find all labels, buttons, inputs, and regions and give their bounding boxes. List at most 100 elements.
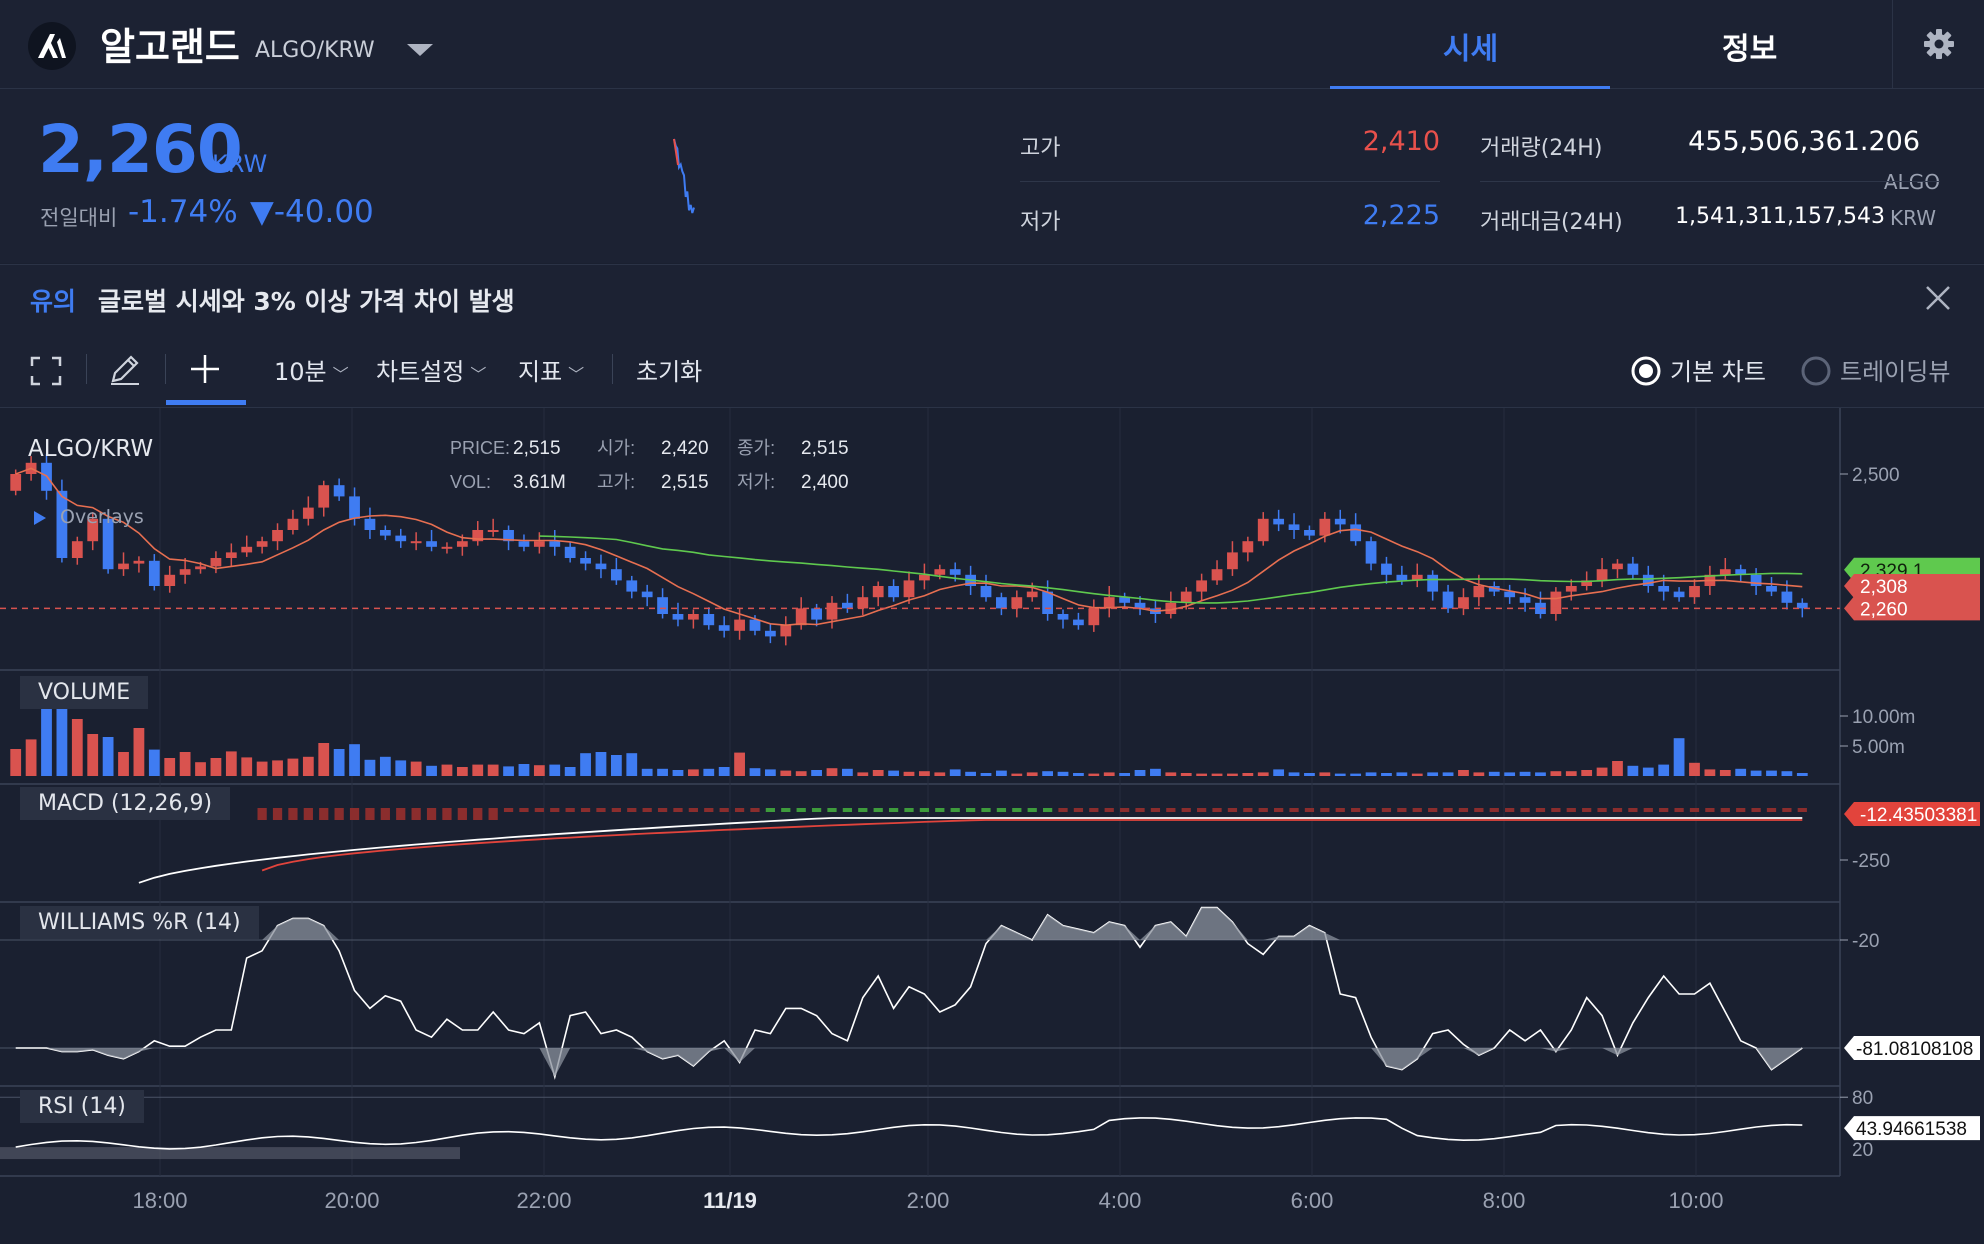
indicator-lines [0,467,1840,1160]
macd-histogram-bar [396,808,406,820]
volume-bar [1550,771,1562,776]
volume-bar [919,771,930,776]
candle-body [410,541,422,544]
interval-label: 10분 [274,358,327,386]
macd-histogram-bar [734,808,745,812]
volume-bar [1642,767,1654,776]
candle-body [333,485,345,497]
candle-body [549,541,561,547]
williams-pane-label[interactable]: WILLIAMS %R (14) [20,906,259,939]
volume-pane-label[interactable]: VOLUME [20,676,149,709]
amount-24h-label: 거래대금(24H) [1480,210,1623,235]
macd-histogram-bar [319,808,329,820]
volume-bar [1088,773,1100,776]
volume-bar [1365,772,1377,776]
close-icon[interactable] [1924,284,1952,316]
settings-button[interactable] [1892,0,1984,88]
candle-body [1365,541,1377,564]
rsi-pane-label[interactable]: RSI (14) [20,1090,144,1123]
price-axis-label: 2,500 [1852,465,1900,486]
volume-24h-label: 거래량(24H) [1480,136,1603,161]
macd-histogram-bar [1197,808,1207,812]
volume-bar [1242,773,1254,776]
volume-bar [687,769,699,776]
macd-histogram-bar [1582,808,1592,812]
divider [1480,181,1940,182]
volume-bar [1273,769,1285,776]
time-axis-label: 18:00 [132,1188,187,1213]
candle-body [1719,569,1731,575]
williams-oversold-fill [15,1048,1803,1077]
chart-area[interactable]: 18:00 20:00 22:00 11/19 2:00 4:00 6:00 8:00 10:0… [0,408,1984,1244]
macd-histogram-bar [1705,808,1715,812]
indicators-dropdown[interactable]: 지표 ﹀ [518,352,584,387]
candle-body [1427,574,1439,592]
macd-histogram-bar [1428,808,1438,812]
volume-bar [1042,771,1054,776]
volume-bar [903,771,915,776]
radio-selected-icon [1631,356,1661,386]
time-axis-label: 8:00 [1483,1188,1526,1213]
radio-tradingview[interactable] [1800,355,1832,391]
macd-histogram-bar [1366,808,1376,812]
macd-histogram-bar [673,808,683,812]
candlestick-series [10,453,1808,646]
candle-body [842,602,853,609]
candle-body [919,574,930,581]
overlays-toggle[interactable]: Overlays [60,506,144,528]
tab-info[interactable]: 정보 [1722,32,1778,67]
amount-24h-unit: KRW [1890,206,1936,230]
fullscreen-icon[interactable] [30,356,62,390]
candle-body [241,546,253,553]
tradingview-label[interactable]: 트레이딩뷰 [1840,358,1951,386]
chart-settings-dropdown[interactable]: 차트설정 ﹀ [376,352,486,387]
macd-histogram-bar [888,808,899,812]
candle-body [626,580,638,592]
ohlc-legend: PRICE: 2,515 시가: 2,420 종가: 2,515 VOL: 3.… [450,438,849,493]
candle-body [1596,569,1608,581]
candle-body [811,608,822,620]
candle-body [795,608,807,626]
macd-histogram-bar [1073,808,1084,812]
volume-bar [718,767,730,776]
basic-chart-label[interactable]: 기본 차트 [1670,358,1766,386]
macd-histogram-bar [1304,808,1315,812]
pencil-icon[interactable] [108,352,142,390]
macd-histogram-bar [349,808,360,820]
macd-histogram-bar [1720,808,1730,812]
chevron-down-icon: ﹀ [332,365,349,384]
volume-bar [1658,764,1670,776]
volume-bar [872,770,884,776]
macd-histogram-bar [257,808,267,820]
candle-body [1057,614,1069,620]
ohlc-close: 2,515 [801,438,849,459]
volume-bar [518,764,530,776]
candle-body [472,530,484,542]
macd-tag: -12.43503381 [1860,805,1977,826]
volume-bar [1596,767,1608,776]
price-sparkline [673,138,695,214]
macd-histogram-bar [1243,808,1253,812]
candle-body [826,602,838,620]
volume-bar [1458,770,1469,776]
tab-price[interactable]: 시세 [1443,32,1499,67]
candle-body [1288,524,1300,530]
volume-bar [934,772,946,776]
volume-bar [102,737,114,776]
radio-unselected-icon [1801,356,1831,386]
macd-histogram-bar [580,808,591,812]
crosshair-icon[interactable] [188,352,222,390]
radio-basic-chart[interactable] [1630,355,1662,391]
caret-down-icon[interactable] [405,42,435,62]
reset-button[interactable]: 초기화 [636,358,703,386]
candle-body [225,552,237,558]
volume-bar [888,770,899,776]
candle-body [934,569,946,575]
interval-dropdown[interactable]: 10분 ﹀ [274,352,349,387]
macd-histogram-bar [1628,808,1638,812]
price-chart-canvas[interactable]: 18:00 20:00 22:00 11/19 2:00 4:00 6:00 8:00 10:0… [0,408,1984,1244]
active-tab-indicator [1330,86,1610,89]
volume-bar [71,719,83,776]
macd-axis-label: -250 [1852,851,1890,872]
macd-pane-label[interactable]: MACD (12,26,9) [20,787,231,820]
